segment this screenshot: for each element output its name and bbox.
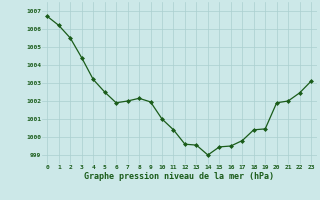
X-axis label: Graphe pression niveau de la mer (hPa): Graphe pression niveau de la mer (hPa)	[84, 172, 274, 181]
